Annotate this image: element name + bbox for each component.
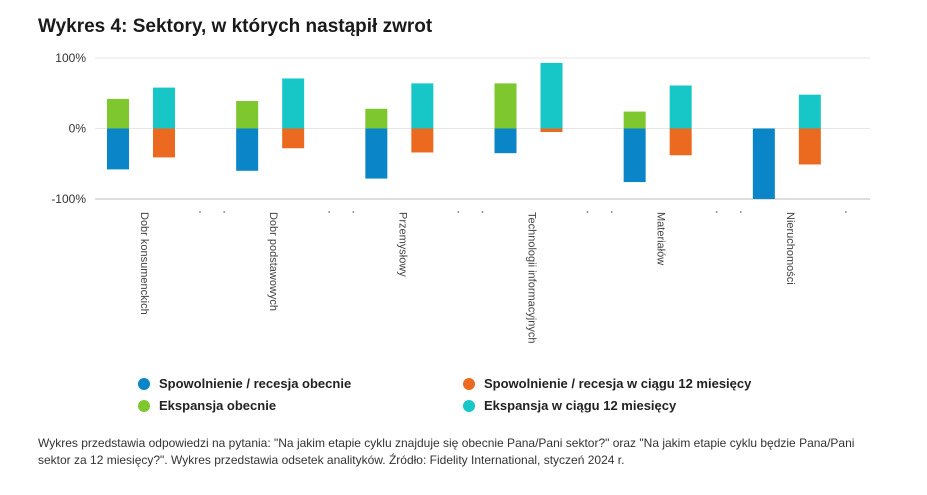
legend-label-expansion-12m: Ekspansja w ciągu 12 miesięcy (484, 398, 677, 413)
y-tick-label: -100% (51, 192, 86, 206)
bar-slowdown-now (752, 128, 775, 199)
separator-dot (715, 211, 718, 213)
bar-expansion-now (494, 83, 517, 129)
bars (107, 62, 821, 199)
separator-dot (328, 211, 331, 213)
bar-slowdown-12m (153, 128, 175, 158)
bar-chart: 100% 0% -100% Dobr konsumenckich Dobr podst… (51, 51, 870, 343)
x-axis-labels: Dobr konsumenckich Dobr podstawowych Przem… (138, 212, 796, 343)
separator-dot (481, 211, 484, 213)
y-tick-label: 100% (55, 51, 86, 65)
x-category-label: Dobr podstawowych (267, 212, 279, 311)
legend-dot-slowdown-12m (463, 377, 475, 390)
bar-expansion-12m (669, 85, 692, 129)
separator-dot (610, 211, 613, 213)
bar-expansion-now (236, 101, 259, 129)
bar-expansion-now (623, 111, 646, 129)
bar-expansion-12m (411, 83, 434, 129)
bar-slowdown-12m (282, 128, 305, 149)
separator-dot (352, 211, 355, 213)
bar-slowdown-12m (411, 128, 434, 153)
separator-dot (199, 211, 201, 213)
grid-lines (95, 57, 870, 200)
bar-expansion-now (107, 98, 129, 129)
bar-slowdown-now (236, 128, 259, 171)
legend-item-slowdown-now: Spowolnienie / recesja obecnie (138, 376, 351, 391)
y-axis-ticks: 100% 0% -100% (51, 51, 86, 206)
bar-expansion-12m (153, 87, 175, 129)
bar-slowdown-now (107, 128, 129, 170)
bar-expansion-12m (798, 94, 821, 129)
chart-title: Wykres 4: Sektory, w których nastąpił zw… (38, 16, 433, 37)
bar-slowdown-now (494, 128, 517, 154)
x-category-label: Technologii informacyjnych (526, 212, 538, 343)
legend-item-expansion-now: Ekspansja obecnie (138, 398, 276, 413)
legend-label-slowdown-now: Spowolnienie / recesja obecnie (159, 376, 352, 391)
legend-item-expansion-12m: Ekspansja w ciągu 12 miesięcy (463, 398, 676, 413)
separator-dots (199, 211, 847, 213)
bar-slowdown-12m (540, 128, 563, 133)
y-tick-label: 0% (69, 122, 87, 136)
bar-slowdown-now (623, 128, 646, 183)
bar-slowdown-12m (669, 128, 692, 156)
bar-expansion-12m (282, 78, 305, 129)
legend-item-slowdown-12m: Spowolnienie / recesja w ciągu 12 miesię… (463, 376, 751, 391)
bar-expansion-now (365, 108, 388, 129)
legend-dot-slowdown-now (138, 377, 150, 390)
legend-dot-expansion-12m (463, 399, 475, 412)
legend-label-expansion-now: Ekspansja obecnie (159, 398, 277, 413)
x-category-label: Nieruchomości (784, 212, 796, 285)
legend-dot-expansion-now (138, 399, 150, 412)
bar-slowdown-now (365, 128, 388, 179)
bar-expansion-12m (540, 62, 563, 129)
separator-dot (739, 211, 742, 213)
x-category-label: Przemysłowy (396, 212, 408, 277)
separator-dot (457, 211, 460, 213)
separator-dot (586, 211, 589, 213)
separator-dot (844, 211, 847, 213)
x-category-label: Dobr konsumenckich (138, 212, 150, 315)
legend-label-slowdown-12m: Spowolnienie / recesja w ciągu 12 miesię… (484, 376, 752, 391)
x-category-label: Materiałów (655, 212, 667, 265)
separator-dot (223, 211, 226, 213)
footnote: Wykres przedstawia odpowiedzi na pytania… (38, 436, 855, 467)
bar-slowdown-12m (798, 128, 821, 165)
